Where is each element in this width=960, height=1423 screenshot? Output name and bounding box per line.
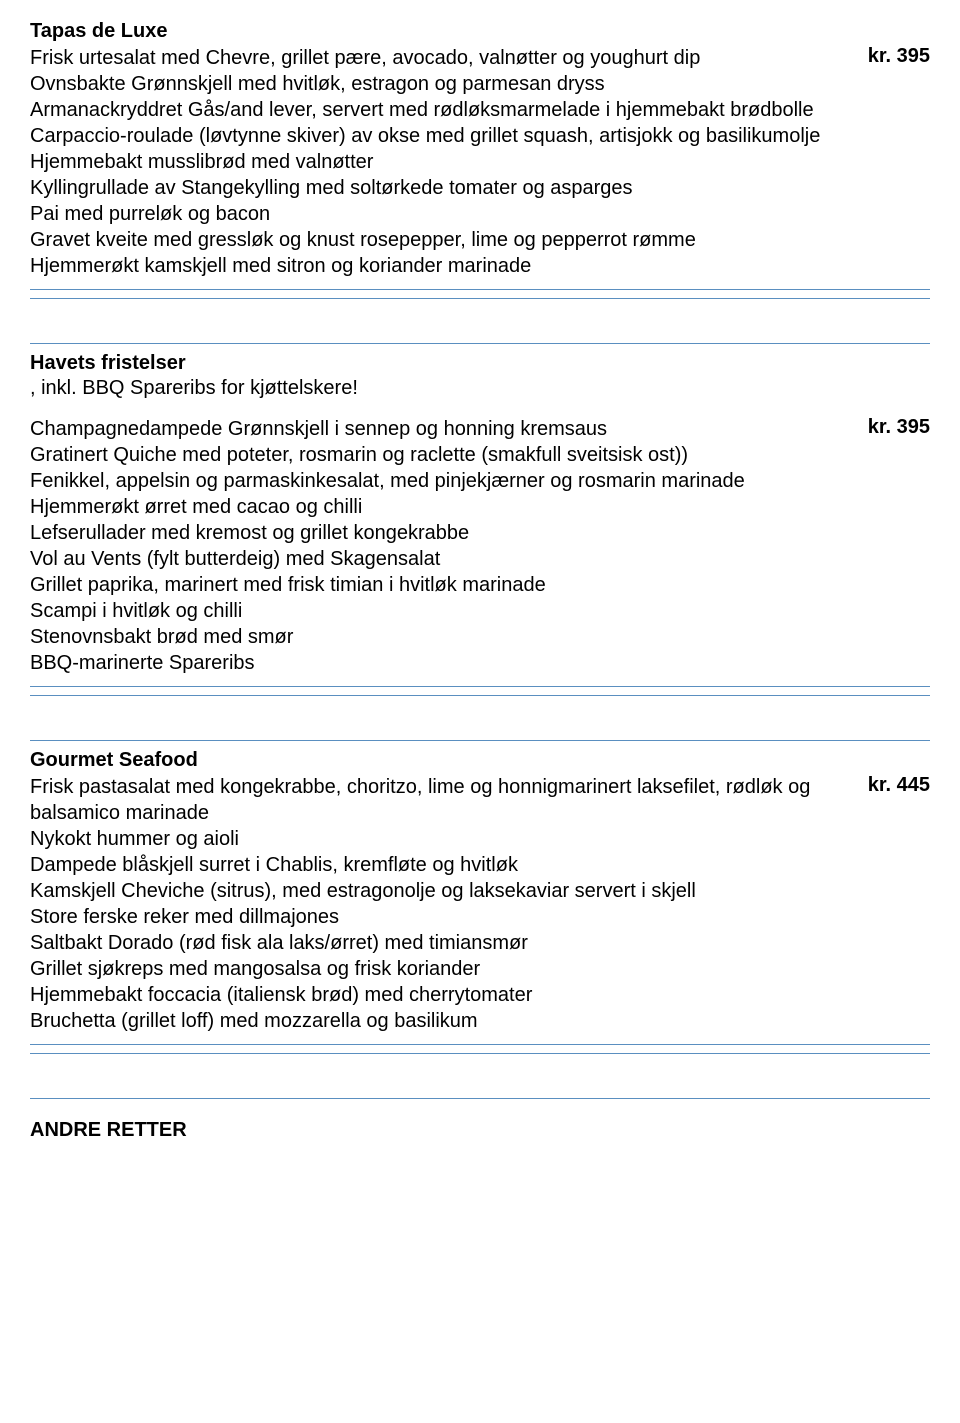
divider (30, 298, 930, 299)
divider (30, 1044, 930, 1045)
menu-section-gourmet: Gourmet Seafood Frisk pastasalat med kon… (30, 749, 930, 1034)
price-wrapper: kr. 395 (868, 416, 930, 439)
price-wrapper: kr. 445 (868, 774, 930, 797)
footer-title: ANDRE RETTER (30, 1119, 930, 1142)
divider (30, 740, 930, 741)
menu-section-tapas: Tapas de Luxe Frisk urtesalat med Chevre… (30, 20, 930, 279)
section-price: kr. 445 (868, 774, 930, 797)
section-price: kr. 395 (868, 416, 930, 439)
section-description: Champagnedampede Grønnskjell i sennep og… (30, 416, 858, 676)
divider (30, 1053, 930, 1054)
divider (30, 695, 930, 696)
price-wrapper: kr. 395 (868, 45, 930, 68)
divider (30, 289, 930, 290)
section-content: Frisk pastasalat med kongekrabbe, chorit… (30, 774, 930, 1034)
section-subtitle: , inkl. BBQ Spareribs for kjøttelskere! (30, 377, 930, 400)
divider (30, 343, 930, 344)
section-price: kr. 395 (868, 45, 930, 68)
menu-section-havets: Havets fristelser , inkl. BBQ Spareribs … (30, 352, 930, 676)
section-title: Tapas de Luxe (30, 20, 930, 43)
section-description: Frisk urtesalat med Chevre, grillet pære… (30, 45, 858, 279)
section-content: Frisk urtesalat med Chevre, grillet pære… (30, 45, 930, 279)
section-title: Gourmet Seafood (30, 749, 930, 772)
section-description: Frisk pastasalat med kongekrabbe, chorit… (30, 774, 858, 1034)
section-content: Champagnedampede Grønnskjell i sennep og… (30, 416, 930, 676)
divider (30, 1098, 930, 1099)
divider (30, 686, 930, 687)
section-title: Havets fristelser (30, 352, 930, 375)
